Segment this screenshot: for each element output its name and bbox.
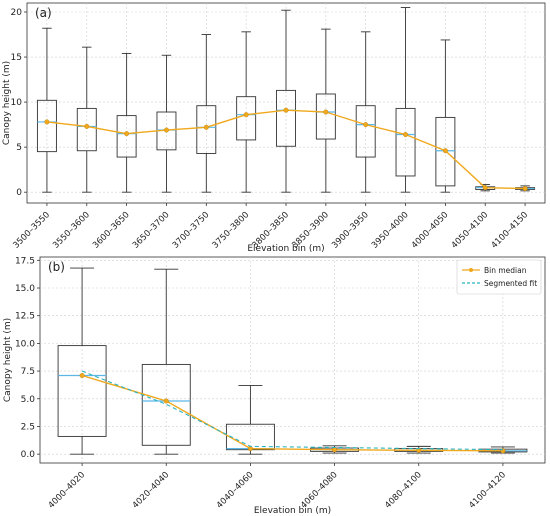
x-tick-label: 3600–3650 xyxy=(91,210,132,251)
x-tick-label: 4000–4020 xyxy=(47,470,88,511)
legend-label: Bin median xyxy=(484,266,527,275)
series-point xyxy=(482,185,488,191)
x-tick-label: 3500–3550 xyxy=(11,210,52,251)
box-iqr xyxy=(276,89,296,147)
series-point xyxy=(79,373,85,379)
series-point xyxy=(323,109,329,115)
y-axis-label: Canopy height (m) xyxy=(3,318,13,402)
box-iqr xyxy=(76,107,97,152)
series-point xyxy=(163,398,169,404)
panel-label: (a) xyxy=(35,6,52,20)
box-iqr xyxy=(57,345,107,437)
x-tick-label: 4100–4150 xyxy=(490,210,531,251)
x-tick-label: 3950–4000 xyxy=(370,210,411,251)
series-point xyxy=(363,122,369,128)
y-tick-label: 7.5 xyxy=(21,367,35,377)
x-tick-label: 4080–4100 xyxy=(383,470,424,511)
box-7 xyxy=(315,28,336,193)
x-axis-label: Elevation bin (m) xyxy=(254,506,331,516)
box-1 xyxy=(76,46,97,193)
y-tick-label: 0.0 xyxy=(21,450,36,460)
box-iqr xyxy=(355,105,376,158)
y-tick-label: 5 xyxy=(16,143,22,153)
box-9 xyxy=(395,7,416,193)
x-axis-label: Elevation bin (m) xyxy=(247,244,324,254)
box-iqr xyxy=(395,107,416,177)
series-point xyxy=(203,124,209,130)
panel-a: 0 5 10 15 20 3500–3550 3550–3600 3600–3650 3650–… xyxy=(2,2,546,254)
series-point xyxy=(247,446,253,452)
y-tick-label: 0 xyxy=(16,188,22,198)
series-point xyxy=(332,447,338,453)
box-iqr xyxy=(141,363,191,446)
series-point xyxy=(283,107,289,113)
box-iqr xyxy=(116,115,137,158)
y-tick-label: 20 xyxy=(11,8,23,18)
x-tick-label: 3900–3950 xyxy=(330,210,371,251)
box-iqr xyxy=(196,105,217,154)
y-tick-label: 15 xyxy=(11,53,22,63)
legend-label: Segmented fit xyxy=(484,279,537,288)
series-point xyxy=(84,123,90,129)
y-tick-label: 15.0 xyxy=(15,284,35,294)
series-point xyxy=(124,131,130,137)
series-line-1 xyxy=(81,370,503,451)
y-tick-label: 10.0 xyxy=(15,339,35,349)
panel-b: 0.0 2.5 5.0 7.5 10.0 12.5 15.0 17.5 4000–4020 402… xyxy=(3,256,546,516)
series-point xyxy=(442,148,448,154)
x-tick-label: 4050–4100 xyxy=(450,210,491,251)
box-iqr xyxy=(36,99,57,153)
series-point xyxy=(522,186,528,192)
legend-marker xyxy=(469,268,473,272)
legend-box xyxy=(456,259,542,295)
x-tick-label: 4020–4040 xyxy=(131,470,172,511)
series-line-0 xyxy=(81,374,503,452)
panel-label: (b) xyxy=(48,260,65,274)
x-tick-label: 4040–4060 xyxy=(215,470,256,511)
x-tick-label: 4060–4080 xyxy=(299,470,340,511)
x-tick-label: 4000–4050 xyxy=(410,210,451,251)
box-iqr xyxy=(435,116,456,187)
y-axis-label: Canopy height (m) xyxy=(2,61,12,145)
series-point xyxy=(403,132,409,138)
y-tick-label: 17.5 xyxy=(15,256,35,266)
series-point xyxy=(44,119,50,125)
x-tick-label: 3650–3700 xyxy=(131,210,172,251)
y-tick-label: 12.5 xyxy=(15,312,35,322)
x-tick-label: 3750–3800 xyxy=(211,210,252,251)
legend: Bin median Segmented fit xyxy=(456,259,542,295)
series-point xyxy=(243,112,249,118)
y-tick-label: 2.5 xyxy=(21,422,35,432)
x-tick-label: 3700–3750 xyxy=(171,210,212,251)
y-tick-label: 10 xyxy=(11,98,23,108)
x-tick-label: 4100–4120 xyxy=(467,470,508,511)
series-point xyxy=(163,127,169,133)
box-iqr xyxy=(315,93,336,140)
y-tick-label: 5.0 xyxy=(21,395,36,405)
x-tick-label: 3550–3600 xyxy=(51,210,92,251)
